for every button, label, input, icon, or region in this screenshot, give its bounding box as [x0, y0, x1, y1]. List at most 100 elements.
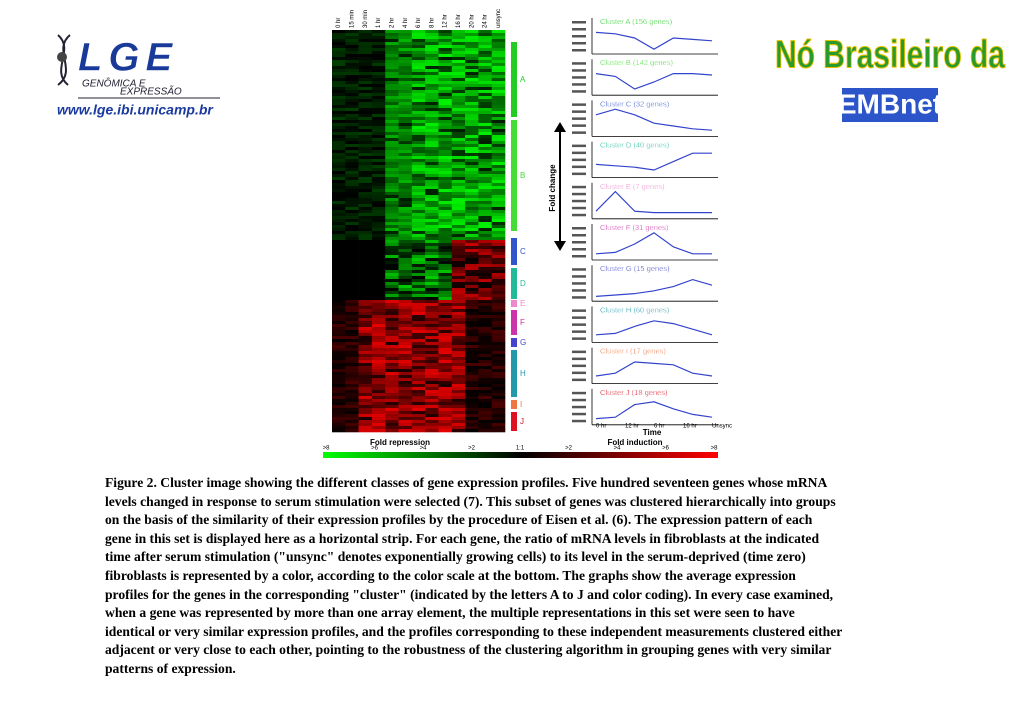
heatmap-cell — [491, 264, 506, 268]
heatmap-cell — [411, 357, 426, 361]
heatmap-cell — [438, 309, 453, 313]
heatmap-cell — [478, 153, 492, 157]
heatmap-cell — [345, 315, 359, 319]
heatmap-cell — [451, 90, 466, 94]
heatmap-cell — [411, 168, 426, 172]
heatmap-cell — [358, 195, 373, 199]
heatmap-cell — [358, 306, 373, 310]
heatmap-cell — [398, 228, 413, 232]
heatmap-cell — [438, 243, 453, 247]
heatmap-cell — [411, 177, 426, 181]
heatmap-cell — [358, 354, 373, 358]
heatmap-cell — [491, 108, 506, 112]
heatmap-cell — [451, 237, 466, 241]
heatmap-cell — [411, 129, 426, 133]
heatmap-cell — [332, 138, 346, 142]
heatmap-cell — [438, 372, 453, 376]
heatmap-cell — [332, 180, 346, 184]
heatmap-cell — [438, 132, 453, 136]
heatmap-cell — [358, 333, 373, 337]
heatmap-cell — [478, 165, 492, 169]
heatmap-cell — [371, 153, 386, 157]
heatmap-cell — [358, 357, 373, 361]
heatmap-cell — [358, 414, 373, 418]
heatmap-cell — [345, 51, 359, 55]
heatmap-cell — [345, 297, 359, 301]
heatmap-cell — [398, 240, 413, 244]
heatmap-cell — [332, 369, 346, 373]
heatmap-cell — [491, 408, 506, 412]
heatmap-cell — [358, 309, 373, 313]
heatmap-cell — [465, 180, 479, 184]
heatmap-cell — [398, 363, 413, 367]
heatmap-cell — [425, 315, 439, 319]
heatmap-cell — [465, 54, 479, 58]
heatmap-cell — [385, 198, 399, 202]
heatmap-cell — [332, 198, 346, 202]
heatmap-cell — [465, 237, 479, 241]
heatmap-cell — [398, 174, 413, 178]
column-label: 16 hr — [456, 14, 462, 28]
heatmap-cell — [451, 33, 466, 37]
heatmap-cell — [438, 66, 453, 70]
heatmap-cell — [451, 345, 466, 349]
heatmap-cell — [358, 153, 373, 157]
heatmap-cell — [345, 195, 359, 199]
heatmap-cell — [345, 246, 359, 250]
heatmap-cell — [465, 306, 479, 310]
heatmap-cell — [425, 399, 439, 403]
heatmap-cell — [451, 315, 466, 319]
heatmap-cell — [332, 168, 346, 172]
heatmap-cell — [425, 243, 439, 247]
heatmap-cell — [411, 75, 426, 79]
heatmap-cell — [478, 354, 492, 358]
heatmap-cell — [438, 51, 453, 55]
heatmap-cell — [425, 228, 439, 232]
heatmap-cell — [332, 156, 346, 160]
heatmap-cell — [438, 165, 453, 169]
heatmap-cell — [438, 93, 453, 97]
heatmap-cell — [438, 129, 453, 133]
axis-tick-text — [572, 103, 586, 106]
heatmap-cell — [478, 90, 492, 94]
heatmap-cell — [425, 387, 439, 391]
heatmap-cell — [358, 264, 373, 268]
heatmap-cell — [465, 261, 479, 265]
heatmap-cell — [345, 240, 359, 244]
heatmap-cell — [438, 30, 453, 34]
heatmap-cell — [358, 228, 373, 232]
heatmap-cell — [358, 174, 373, 178]
heatmap-cell — [371, 102, 386, 106]
heatmap-cell — [478, 387, 492, 391]
heatmap-cell — [411, 240, 426, 244]
heatmap-cell — [451, 390, 466, 394]
heatmap-cell — [411, 423, 426, 427]
heatmap-cell — [478, 357, 492, 361]
heatmap-cell — [332, 114, 346, 118]
axis-tick-text — [572, 350, 586, 354]
heatmap-cell — [371, 162, 386, 166]
heatmap-cell — [332, 330, 346, 334]
heatmap-cell — [451, 285, 466, 289]
heatmap-cell — [491, 66, 506, 70]
heatmap-cell — [345, 174, 359, 178]
heatmap-cell — [438, 192, 453, 196]
heatmap-cell — [438, 336, 453, 340]
heatmap-cell — [358, 240, 373, 244]
heatmap-cell — [451, 126, 466, 130]
heatmap-cell — [478, 33, 492, 37]
caption-line: Figure 2. Cluster image showing the diff… — [105, 475, 828, 490]
heatmap-cell — [385, 339, 399, 343]
heatmap-cell — [465, 102, 479, 106]
heatmap-cell — [371, 261, 386, 265]
heatmap-cell — [465, 339, 479, 343]
heatmap-cell — [451, 399, 466, 403]
heatmap-cell — [371, 270, 386, 274]
heatmap-cell — [345, 399, 359, 403]
heatmap-cell — [491, 351, 506, 355]
time-tick: 16 hr — [683, 424, 697, 430]
cluster-letter: C — [520, 247, 526, 256]
axis-tick-text — [572, 165, 586, 169]
heatmap-cell — [478, 420, 492, 424]
heatmap-cell — [478, 135, 492, 139]
